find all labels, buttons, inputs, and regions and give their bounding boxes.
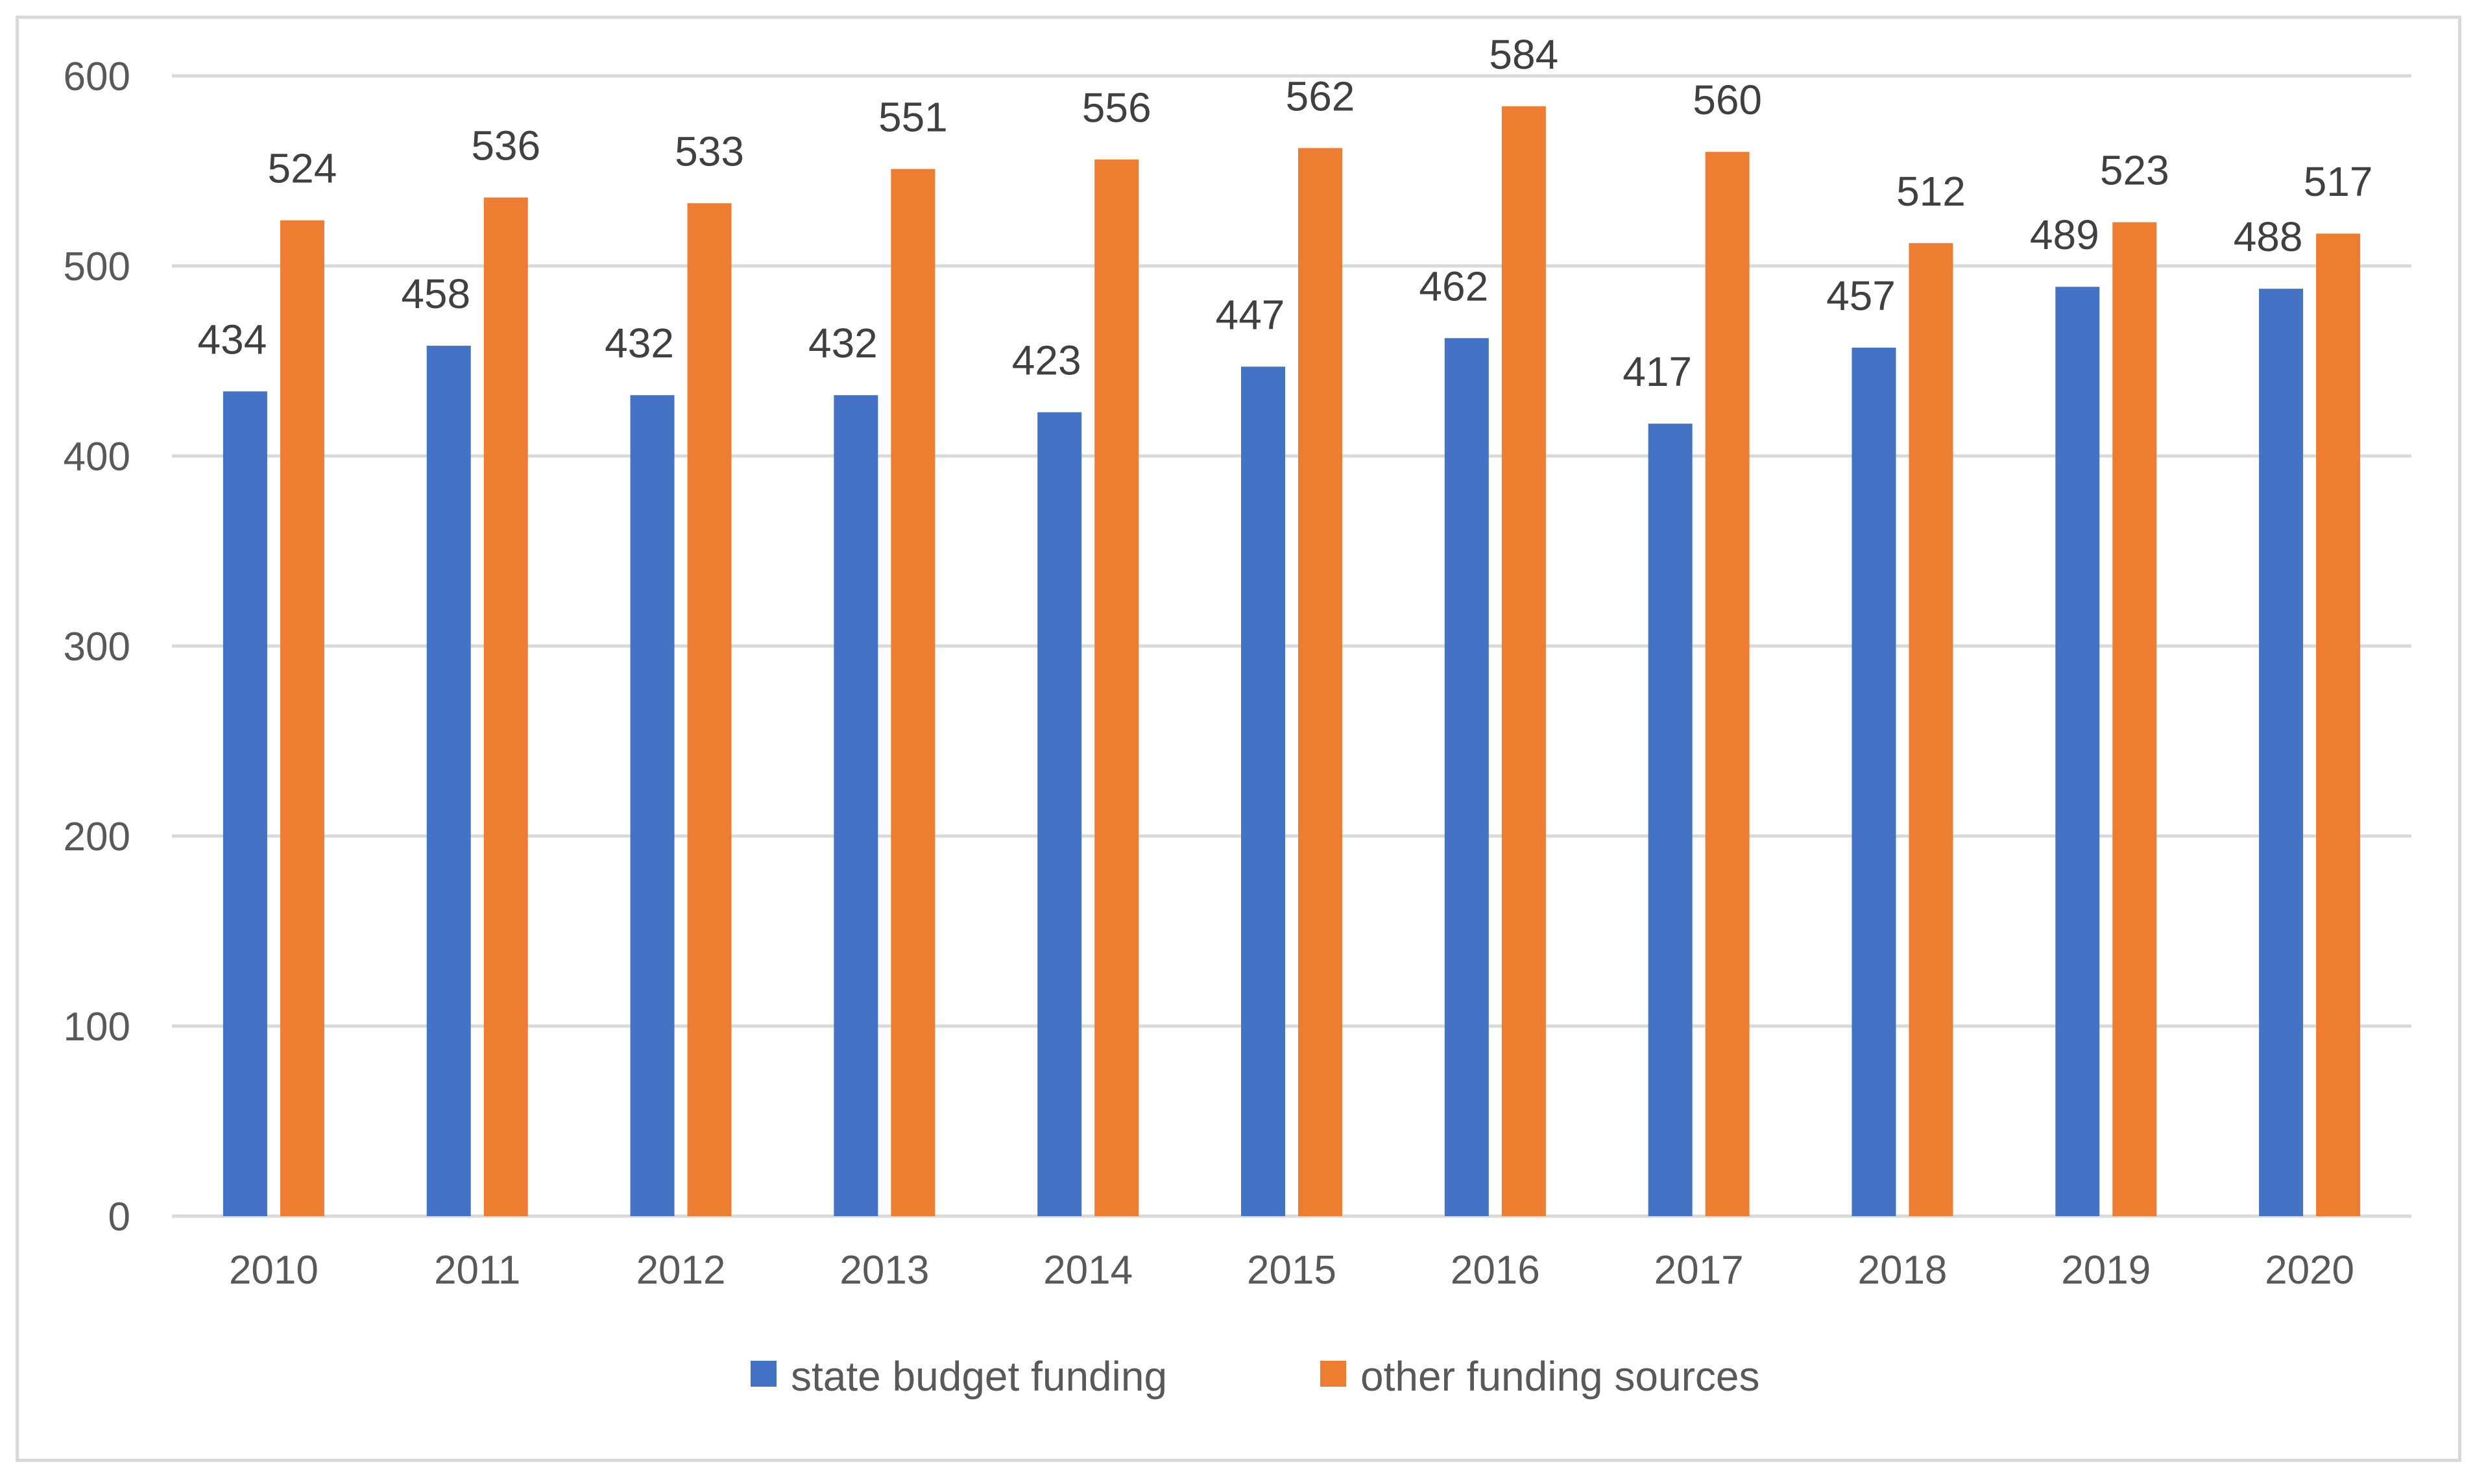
x-axis-tick-labels: 2010 2011 2012 2013 2014 2015 2016 2017 2018 2019… <box>229 1248 2354 1293</box>
bar-other-2016[interactable] <box>1501 106 1546 1216</box>
x-tick-label-2020: 2020 <box>2265 1248 2354 1293</box>
bar-state-2014[interactable] <box>1037 412 1082 1216</box>
x-tick-label-2016: 2016 <box>1451 1248 1540 1293</box>
y-tick-label-600: 600 <box>64 54 130 99</box>
data-label-state-2019: 489 <box>2030 211 2099 258</box>
data-label-other-2018: 512 <box>1896 168 1966 215</box>
bars <box>223 106 2361 1217</box>
x-tick-label-2013: 2013 <box>839 1248 929 1293</box>
bar-state-2016[interactable] <box>1444 338 1489 1216</box>
x-tick-label-2010: 2010 <box>229 1248 319 1293</box>
y-tick-label-200: 200 <box>64 815 130 859</box>
bar-other-2018[interactable] <box>1909 243 1953 1217</box>
legend-item-other[interactable]: other funding sources <box>1320 1353 1760 1400</box>
bar-state-2018[interactable] <box>1852 347 1896 1216</box>
data-label-state-2020: 488 <box>2234 213 2303 260</box>
data-label-state-2018: 457 <box>1826 272 1896 319</box>
x-tick-label-2014: 2014 <box>1043 1248 1133 1293</box>
data-label-other-2017: 560 <box>1693 77 1762 123</box>
y-tick-label-0: 0 <box>108 1195 130 1239</box>
bar-other-2014[interactable] <box>1094 159 1139 1216</box>
x-tick-label-2019: 2019 <box>2061 1248 2151 1293</box>
x-tick-label-2017: 2017 <box>1654 1248 1744 1293</box>
legend-swatch-other <box>1320 1361 1346 1387</box>
data-label-state-2013: 432 <box>808 320 878 366</box>
data-label-other-2016: 584 <box>1489 31 1558 78</box>
bar-state-2015[interactable] <box>1241 366 1285 1216</box>
bar-other-2020[interactable] <box>2316 233 2361 1217</box>
data-label-other-2019: 523 <box>2100 147 2169 194</box>
gridlines <box>172 74 2411 1218</box>
chart-frame: 0 100 200 300 400 500 600 434 524 458 536 432 533 43… <box>16 16 2461 1462</box>
y-tick-label-500: 500 <box>64 245 130 289</box>
data-label-other-2020: 517 <box>2304 158 2373 205</box>
bar-other-2015[interactable] <box>1298 148 1342 1217</box>
bar-other-2011[interactable] <box>483 197 528 1216</box>
x-tick-label-2012: 2012 <box>636 1248 726 1293</box>
bar-other-2017[interactable] <box>1705 152 1750 1217</box>
legend-label-other: other funding sources <box>1360 1353 1760 1400</box>
y-axis-tick-labels: 0 100 200 300 400 500 600 <box>64 54 130 1239</box>
data-label-other-2011: 536 <box>471 123 540 169</box>
y-tick-label-300: 300 <box>64 625 130 669</box>
data-label-other-2013: 551 <box>878 94 948 141</box>
y-tick-label-400: 400 <box>64 435 130 479</box>
data-label-state-2012: 432 <box>605 320 674 366</box>
bar-state-2019[interactable] <box>2055 287 2100 1217</box>
x-tick-label-2018: 2018 <box>1857 1248 1947 1293</box>
legend[interactable]: state budget funding other funding source… <box>751 1353 1760 1400</box>
data-label-state-2014: 423 <box>1012 337 1081 384</box>
bar-state-2013[interactable] <box>834 395 878 1216</box>
bar-state-2020[interactable] <box>2259 289 2304 1216</box>
data-label-other-2012: 533 <box>675 128 744 174</box>
data-label-state-2010: 434 <box>198 316 267 363</box>
legend-swatch-state <box>751 1361 777 1387</box>
data-label-state-2016: 462 <box>1419 263 1488 309</box>
bar-other-2012[interactable] <box>687 203 732 1216</box>
data-label-state-2011: 458 <box>401 270 470 317</box>
legend-label-state: state budget funding <box>791 1353 1167 1400</box>
x-tick-label-2011: 2011 <box>434 1248 520 1293</box>
y-tick-label-100: 100 <box>64 1005 130 1049</box>
data-label-other-2015: 562 <box>1286 73 1355 119</box>
bar-state-2012[interactable] <box>630 395 675 1216</box>
bar-other-2019[interactable] <box>2112 222 2157 1216</box>
bar-state-2017[interactable] <box>1648 424 1693 1217</box>
data-label-other-2014: 556 <box>1082 84 1152 131</box>
bar-state-2010[interactable] <box>223 391 267 1216</box>
x-tick-label-2015: 2015 <box>1247 1248 1336 1293</box>
bar-other-2013[interactable] <box>891 169 935 1216</box>
data-label-other-2010: 524 <box>268 145 337 192</box>
bar-state-2011[interactable] <box>426 346 471 1216</box>
data-labels: 434 524 458 536 432 533 432 551 423 556 447 562 462 5… <box>198 31 2373 395</box>
legend-item-state[interactable]: state budget funding <box>751 1353 1167 1400</box>
data-label-state-2017: 417 <box>1623 348 1692 395</box>
bar-other-2010[interactable] <box>280 220 324 1217</box>
data-label-state-2015: 447 <box>1216 291 1285 338</box>
